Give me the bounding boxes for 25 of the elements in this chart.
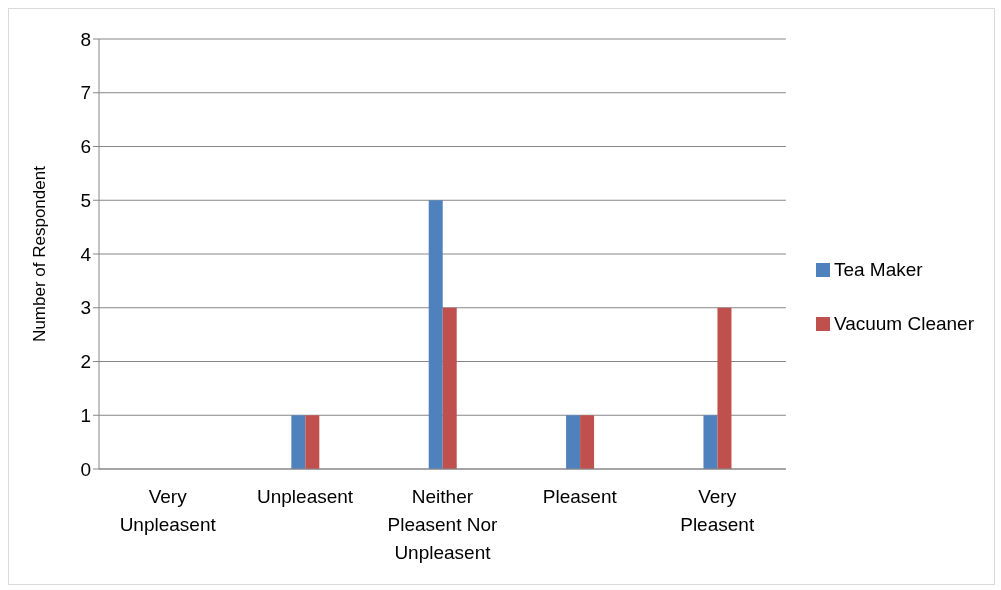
legend-label: Vacuum Cleaner	[833, 312, 974, 334]
x-tick-label: Very Pleasent	[680, 486, 755, 535]
bar	[703, 415, 718, 469]
y-tick-label: 6	[80, 136, 91, 158]
y-tick-label: 7	[80, 82, 91, 104]
bar	[305, 415, 320, 469]
bar	[717, 307, 732, 469]
y-tick-label: 8	[80, 28, 91, 50]
y-tick-label: 4	[80, 243, 92, 265]
x-tick-label: Neither Pleasent Nor Unpleasent	[387, 486, 499, 563]
bar	[428, 200, 443, 469]
legend-label: Tea Maker	[833, 258, 923, 280]
x-tick-label: Very Unpleasent	[119, 486, 217, 535]
bar	[580, 415, 595, 469]
y-axis-title: Number of Respondent	[30, 165, 50, 342]
y-tick-label: 5	[80, 189, 91, 211]
x-tick-label: Unpleasent	[257, 486, 354, 507]
x-tick-label: Pleasent	[542, 486, 618, 507]
y-tick-label: 1	[80, 404, 91, 426]
y-tick-label: 3	[80, 297, 91, 319]
bar	[442, 307, 457, 469]
bar	[566, 415, 581, 469]
bar	[291, 415, 306, 469]
y-tick-label: 2	[80, 351, 91, 373]
y-tick-label: 0	[80, 458, 91, 480]
